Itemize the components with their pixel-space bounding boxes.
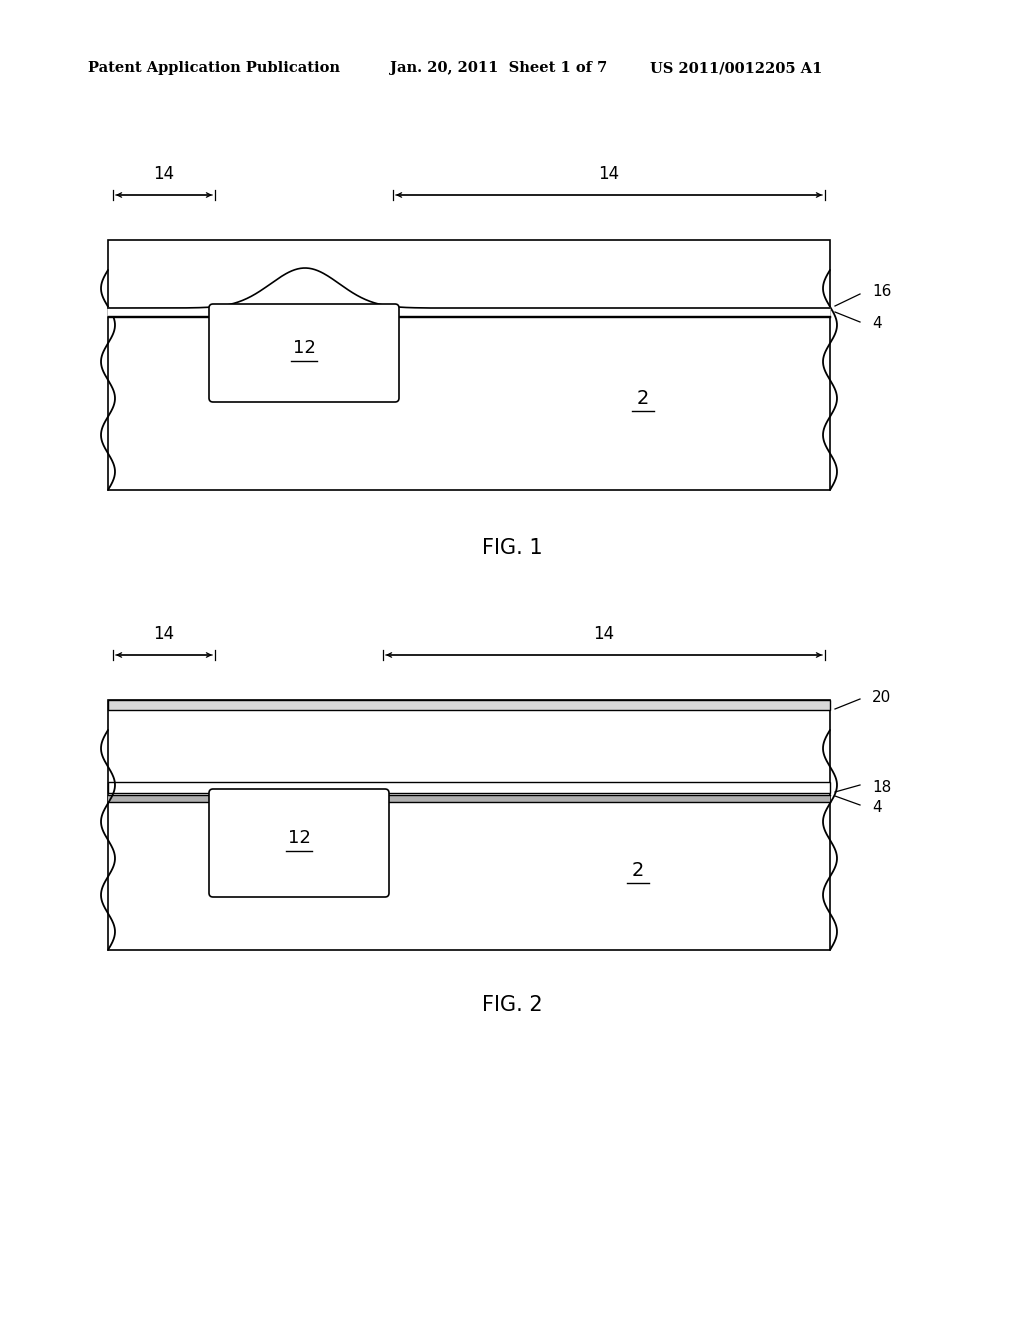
Text: 16: 16 bbox=[872, 285, 891, 300]
Polygon shape bbox=[108, 268, 830, 315]
Bar bbox=[108, 310, 830, 317]
Text: 12: 12 bbox=[293, 339, 315, 356]
Text: 20: 20 bbox=[872, 689, 891, 705]
FancyBboxPatch shape bbox=[209, 789, 389, 898]
Text: 4: 4 bbox=[872, 317, 882, 331]
Bar bbox=[108, 781, 830, 793]
Text: Jan. 20, 2011  Sheet 1 of 7: Jan. 20, 2011 Sheet 1 of 7 bbox=[390, 61, 607, 75]
Bar bbox=[108, 795, 830, 803]
Text: 14: 14 bbox=[598, 165, 620, 183]
Text: 4: 4 bbox=[872, 800, 882, 814]
Bar bbox=[108, 700, 830, 950]
Text: 14: 14 bbox=[594, 624, 614, 643]
Text: Patent Application Publication: Patent Application Publication bbox=[88, 61, 340, 75]
Text: US 2011/0012205 A1: US 2011/0012205 A1 bbox=[650, 61, 822, 75]
Text: 14: 14 bbox=[154, 624, 174, 643]
Bar bbox=[108, 240, 830, 490]
Text: 2: 2 bbox=[636, 389, 648, 408]
Text: 18: 18 bbox=[872, 780, 891, 795]
Text: 14: 14 bbox=[154, 165, 174, 183]
Bar bbox=[108, 700, 830, 710]
Text: 2: 2 bbox=[632, 862, 644, 880]
Text: FIG. 1: FIG. 1 bbox=[481, 539, 543, 558]
FancyBboxPatch shape bbox=[209, 304, 399, 403]
Text: 12: 12 bbox=[288, 829, 310, 847]
Text: FIG. 2: FIG. 2 bbox=[481, 995, 543, 1015]
